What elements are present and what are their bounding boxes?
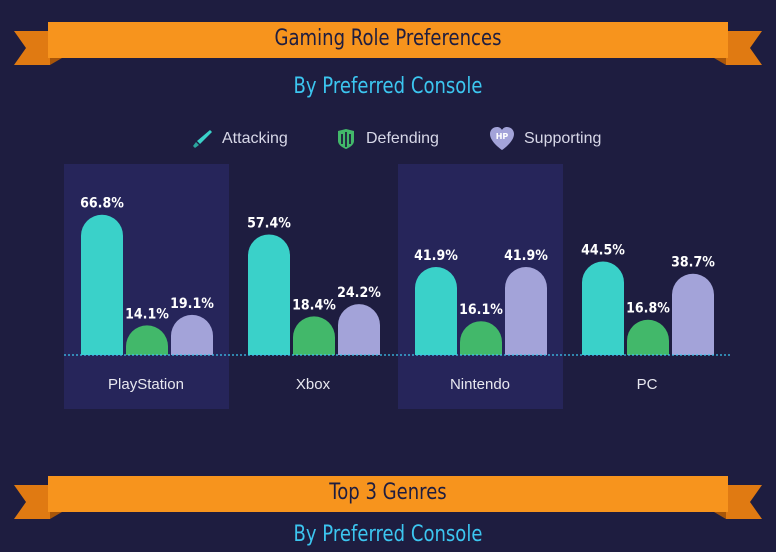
legend: Attacking Defending HP Supporting (0, 124, 776, 154)
data-label: 38.7% (671, 255, 715, 271)
bar-supporting-playstation (171, 314, 213, 355)
category-label: Nintendo (450, 376, 510, 393)
bar-supporting-pc (672, 273, 714, 355)
shield-icon (338, 129, 354, 149)
data-label: 44.5% (581, 243, 625, 259)
bar-attacking-xbox (248, 234, 290, 355)
ribbon-shape (14, 22, 762, 65)
section-title: Top 3 Genres (329, 480, 447, 505)
title-ribbon: Gaming Role Preferences (0, 20, 776, 66)
chart-subtitle: By Preferred Console (293, 74, 483, 99)
bar-supporting-xbox (338, 304, 380, 355)
bar-attacking-pc (582, 261, 624, 355)
data-label: 16.1% (459, 302, 503, 318)
data-label: 16.8% (626, 301, 670, 317)
category-label: PC (637, 376, 658, 393)
data-label: 18.4% (292, 297, 336, 313)
data-label: 41.9% (414, 248, 458, 264)
bar-supporting-nintendo (505, 267, 547, 355)
bar-defending-pc (627, 319, 669, 355)
hp-heart-icon: HP (490, 127, 514, 150)
data-label: 57.4% (247, 215, 291, 231)
legend-item-supporting: HP Supporting (488, 124, 601, 154)
data-label: 19.1% (170, 296, 214, 312)
bar-defending-xbox (293, 316, 335, 355)
svg-text:HP: HP (496, 132, 509, 141)
data-label: 66.8% (80, 196, 124, 212)
legend-label: Defending (366, 130, 439, 147)
legend-item-defending: Defending (334, 124, 439, 154)
data-label: 14.1% (125, 306, 169, 322)
bar-attacking-playstation (81, 214, 123, 355)
bar-chart: 66.8% 14.1%19.1% PlayStation 57.4% 18.4%24.2… (64, 164, 732, 409)
category-label: Xbox (296, 376, 331, 393)
ribbon-shape (14, 476, 762, 519)
data-label: 41.9% (504, 248, 548, 264)
legend-label: Supporting (524, 130, 602, 147)
bar-defending-nintendo (460, 321, 502, 355)
section-subtitle: By Preferred Console (293, 522, 483, 547)
legend-label: Attacking (222, 130, 288, 147)
category-label: PlayStation (108, 376, 184, 393)
bar-attacking-nintendo (415, 267, 457, 355)
data-label: 24.2% (337, 285, 381, 301)
title-ribbon-2: Top 3 Genres (0, 474, 776, 520)
sword-icon (193, 130, 212, 148)
legend-item-attacking: Attacking (190, 124, 288, 154)
chart-title: Gaming Role Preferences (274, 26, 502, 51)
bar-defending-playstation (126, 325, 168, 355)
